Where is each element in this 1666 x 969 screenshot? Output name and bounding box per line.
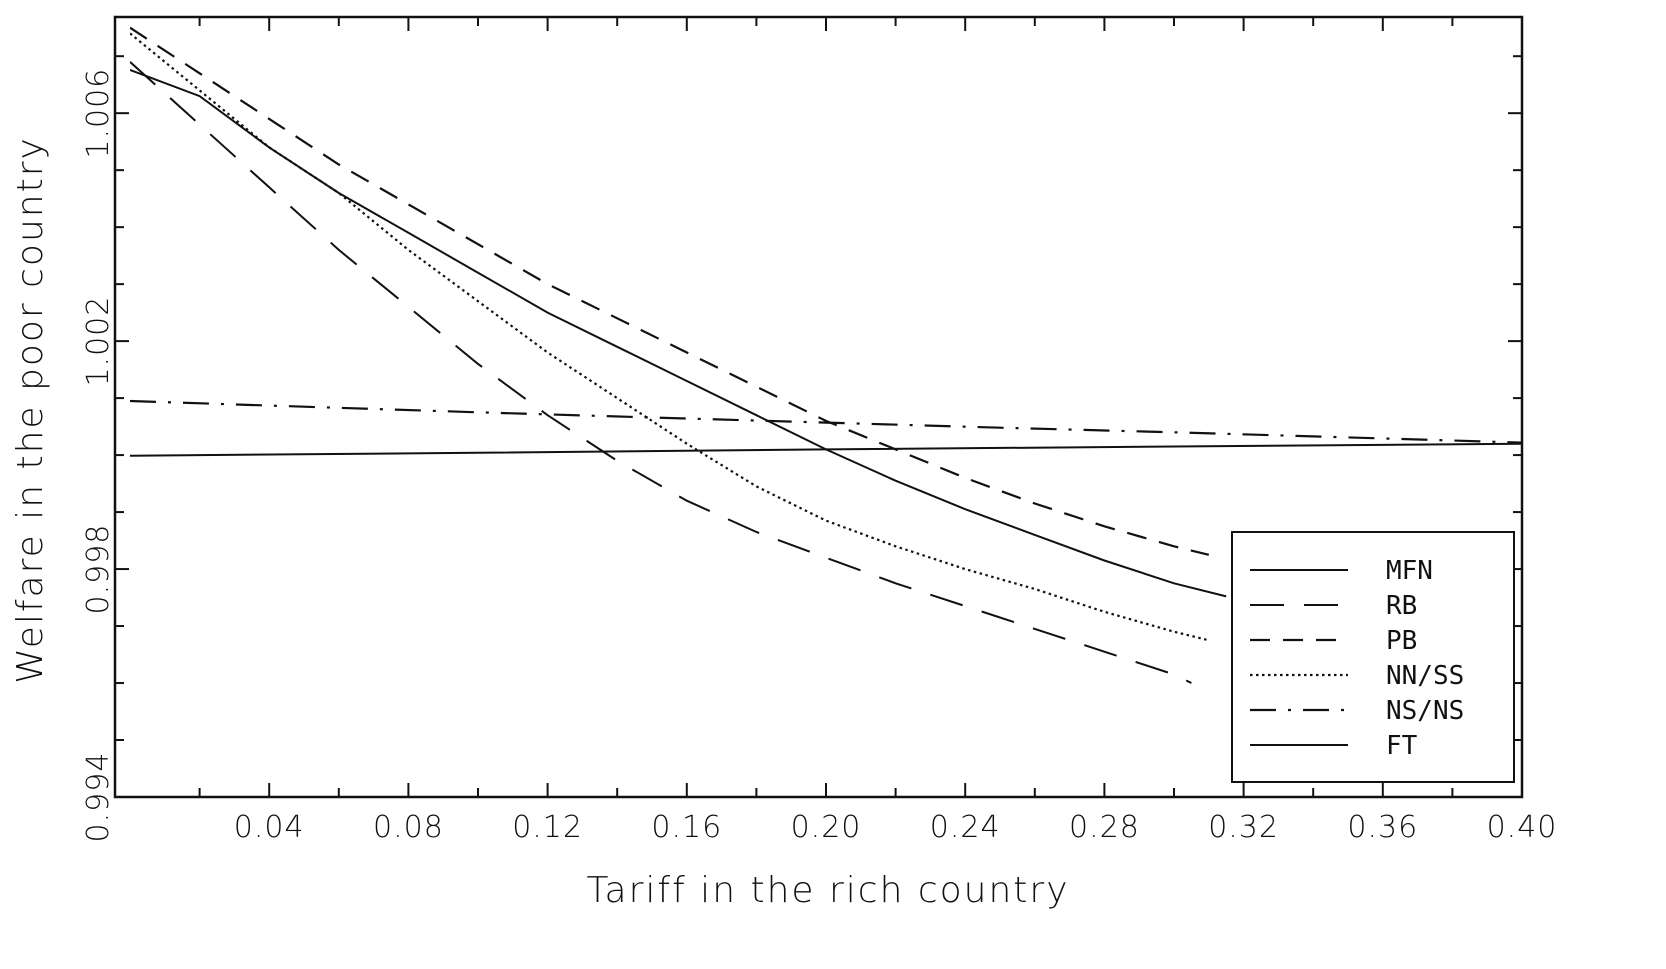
legend-label: FT <box>1386 731 1418 761</box>
series-line-rb <box>130 61 1192 684</box>
series-line-pb <box>130 26 1210 556</box>
plot-frame <box>113 15 1524 799</box>
x-tick-label: 0.20 <box>791 810 862 845</box>
legend-label: NN/SS <box>1386 661 1464 691</box>
x-tick-label: 0.16 <box>651 810 722 845</box>
legend-label: PB <box>1386 626 1417 656</box>
x-tick-label: 0.32 <box>1208 810 1279 845</box>
y-tick-label: 0.994 <box>81 752 116 843</box>
x-axis-tick-labels: 0.04 0.08 0.12 0.16 0.20 0.24 0.28 0.32 0.36 0.40 <box>234 810 1558 845</box>
x-tick-label: 0.24 <box>930 810 1001 845</box>
series-line-nn-ss <box>130 32 1210 642</box>
x-tick-label: 0.40 <box>1487 810 1558 845</box>
y-axis-title: Welfare in the poor country <box>10 136 51 684</box>
legend-label: NS/NS <box>1386 696 1464 726</box>
x-axis-title: Tariff in the rich country <box>587 870 1070 911</box>
series-line-ft <box>130 442 1522 457</box>
x-tick-label: 0.12 <box>512 810 583 845</box>
x-axis-ticks <box>198 17 1454 797</box>
x-tick-label: 0.28 <box>1069 810 1140 845</box>
y-axis-tick-labels: 0.994 0.998 1.002 1.006 <box>81 68 116 843</box>
legend: MFN RB PB NN/SS NS/NS FT <box>1231 531 1515 783</box>
legend-label: MFN <box>1386 556 1433 586</box>
y-tick-label: 0.998 <box>81 524 116 615</box>
legend-label: RB <box>1386 591 1417 621</box>
y-tick-label: 1.002 <box>81 296 116 387</box>
legend-box <box>1231 531 1515 783</box>
x-tick-label: 0.08 <box>373 810 444 845</box>
series-lines <box>130 26 1522 684</box>
y-tick-label: 1.006 <box>81 68 116 159</box>
series-line-mfn <box>130 68 1227 598</box>
x-tick-label: 0.36 <box>1347 810 1418 845</box>
series-line-ns-ns <box>130 399 1522 444</box>
x-tick-label: 0.04 <box>234 810 305 845</box>
